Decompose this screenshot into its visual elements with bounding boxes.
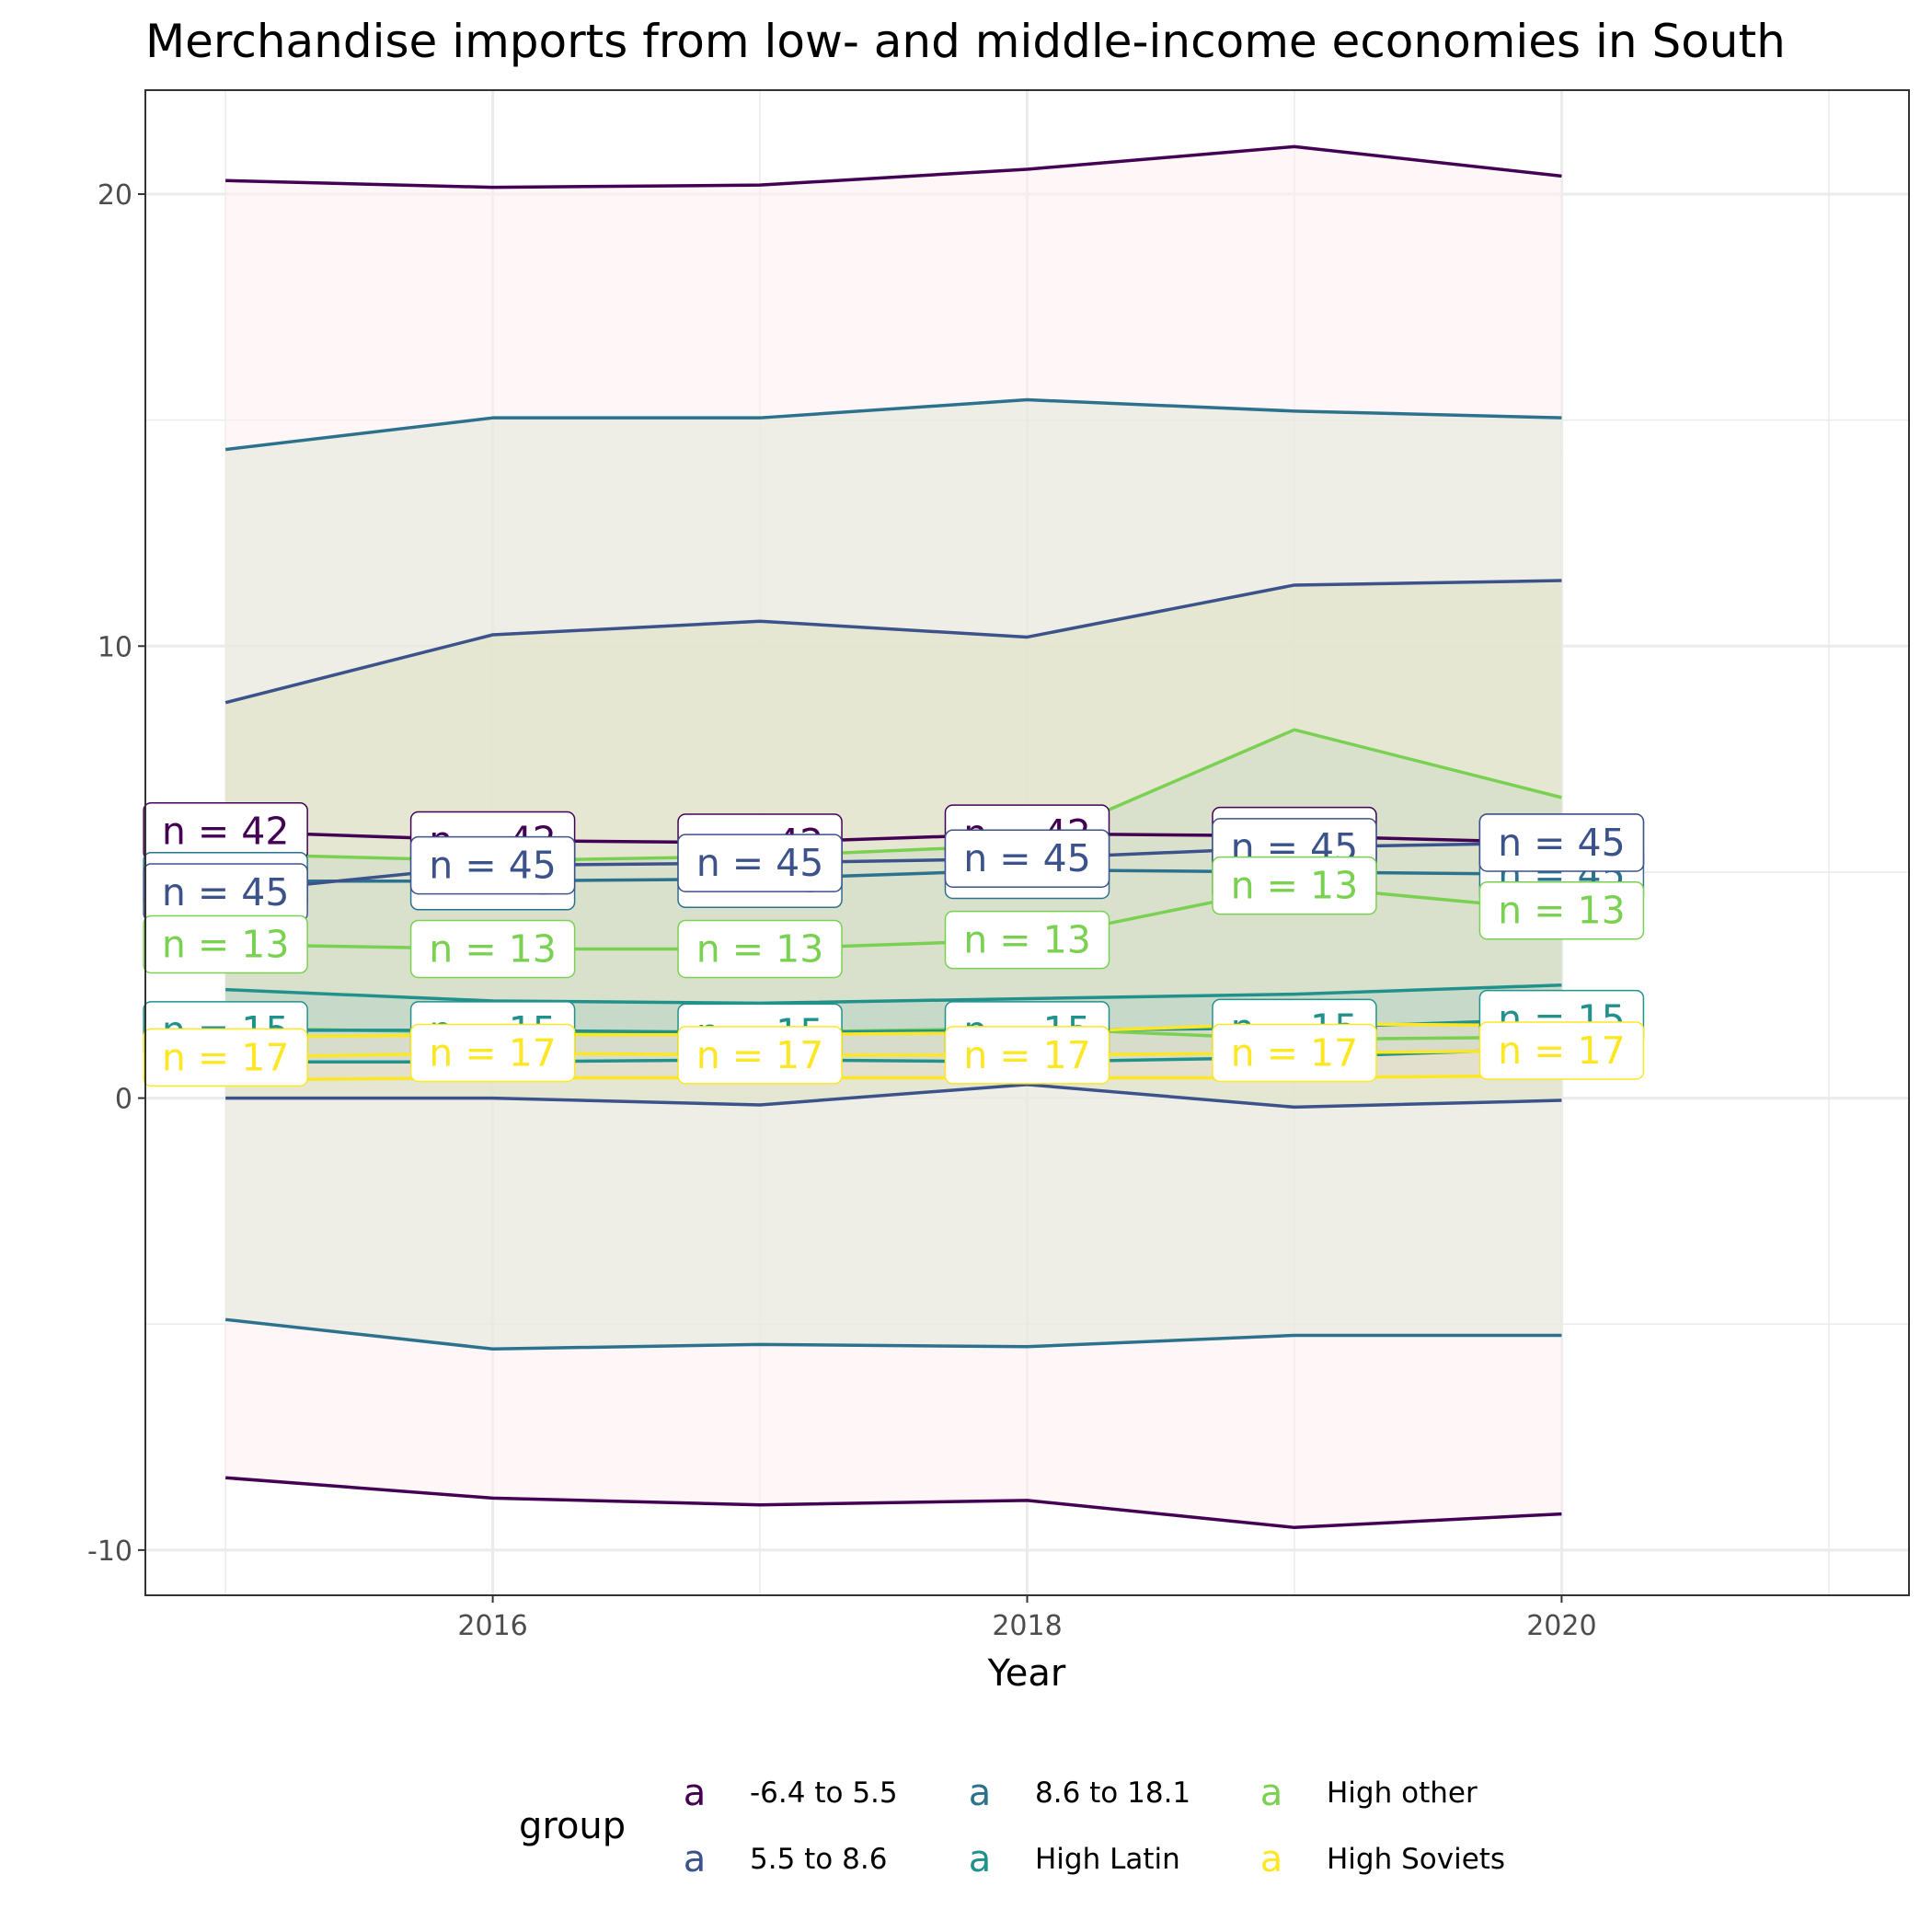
- n-label-text: n = 13: [696, 926, 824, 971]
- n-label-text: n = 13: [1498, 889, 1626, 933]
- line-lower-0: [225, 1476, 1562, 1530]
- legend: group a -6.4 to 5.5 a 5.5 to 8.6 a 8.6 to 18.…: [519, 1772, 1505, 1880]
- n-label-5-1: n = 17: [409, 1023, 576, 1083]
- n-label-box: [944, 829, 1110, 888]
- line-upper-2: [224, 397, 1562, 452]
- n-label-5-4: n = 17: [1212, 1023, 1377, 1083]
- n-label-text: n = 13: [429, 926, 557, 971]
- n-label-1-0: n = 45: [143, 863, 308, 922]
- n-label-0-0: n = 42: [143, 801, 308, 861]
- line-lower-2: [224, 1317, 1562, 1351]
- n-label-1-3: n = 45: [944, 829, 1110, 888]
- n-label-5-2: n = 17: [677, 1026, 843, 1085]
- n-label-5-5: n = 17: [1478, 1021, 1645, 1080]
- n-label-text: n = 45: [162, 870, 290, 914]
- n-label-text: n = 42: [162, 810, 290, 854]
- n-label-text: n = 13: [1231, 864, 1359, 908]
- n-label-box: [677, 1026, 843, 1085]
- y-tick-label: 0: [115, 1084, 132, 1116]
- n-label-4-4: n = 13: [1212, 856, 1377, 915]
- legend-item: a High Latin: [969, 1838, 1180, 1880]
- n-label-box: [1212, 1023, 1377, 1083]
- x-axis-title: Year: [987, 1652, 1066, 1695]
- n-label-text: n = 17: [696, 1033, 824, 1077]
- n-label-text: n = 17: [162, 1035, 290, 1079]
- x-tick-label: 2018: [992, 1610, 1062, 1642]
- n-label-box: [1478, 880, 1645, 940]
- legend-key: a: [969, 1838, 992, 1880]
- legend-item: a -6.4 to 5.5: [684, 1772, 898, 1814]
- legend-key: a: [684, 1772, 707, 1814]
- n-label-text: n = 13: [162, 923, 290, 967]
- n-label-4-5: n = 13: [1478, 880, 1645, 940]
- legend-item: a High Soviets: [1260, 1838, 1505, 1880]
- n-label-1-5: n = 45: [1478, 813, 1645, 872]
- legend-item: a 8.6 to 18.1: [969, 1772, 1190, 1814]
- n-label-box: [409, 919, 576, 979]
- line-upper-0: [225, 144, 1562, 190]
- n-label-text: n = 17: [1231, 1030, 1359, 1075]
- n-label-box: [409, 835, 576, 895]
- legend-label: -6.4 to 5.5: [750, 1777, 898, 1810]
- n-label-text: n = 45: [696, 841, 824, 885]
- legend-label: 8.6 to 18.1: [1035, 1777, 1190, 1810]
- legend-key: a: [969, 1772, 992, 1814]
- n-label-box: [143, 914, 308, 974]
- y-tick-label: -10: [87, 1535, 132, 1568]
- n-label-text: n = 17: [429, 1030, 557, 1075]
- legend-key: a: [1260, 1772, 1283, 1814]
- n-label-4-1: n = 13: [409, 919, 576, 979]
- legend-item: a 5.5 to 8.6: [684, 1838, 888, 1880]
- line-upper-3: [225, 983, 1562, 1006]
- legend-label: High Latin: [1035, 1843, 1180, 1876]
- chart-title: Merchandise imports from low- and middle…: [145, 15, 1786, 68]
- n-label-text: n = 13: [963, 918, 1091, 962]
- n-label-text: n = 45: [429, 844, 557, 888]
- line-upper-1: [224, 579, 1562, 705]
- n-label-box: [1212, 856, 1377, 915]
- legend-key: a: [684, 1838, 707, 1880]
- legend-label: High Soviets: [1327, 1843, 1505, 1876]
- n-label-text: n = 45: [1498, 821, 1626, 865]
- n-label-5-3: n = 17: [944, 1026, 1110, 1085]
- axes: -10 0 10 20 2016 2018 2020: [87, 179, 1597, 1642]
- legend-label: 5.5 to 8.6: [750, 1843, 887, 1876]
- n-label-1-1: n = 45: [409, 835, 576, 895]
- n-label-box: [944, 910, 1110, 970]
- n-label-box: [1478, 1021, 1645, 1080]
- n-label-box: [143, 1028, 308, 1087]
- n-label-text: n = 17: [1498, 1029, 1626, 1073]
- n-label-box: [677, 919, 843, 979]
- n-label-1-2: n = 45: [677, 834, 843, 892]
- x-tick-label: 2016: [457, 1610, 527, 1642]
- y-tick-label: 10: [98, 631, 132, 663]
- n-label-text: n = 17: [963, 1033, 1091, 1077]
- n-label-4-3: n = 13: [944, 910, 1110, 970]
- x-tick-label: 2020: [1526, 1610, 1596, 1642]
- n-label-5-0: n = 17: [143, 1028, 308, 1087]
- legend-key: a: [1260, 1838, 1283, 1880]
- n-label-4-2: n = 13: [677, 919, 843, 979]
- n-label-text: n = 45: [963, 836, 1091, 880]
- n-label-4-0: n = 13: [143, 914, 308, 974]
- y-tick-label: 20: [98, 179, 132, 212]
- n-label-box: [1478, 813, 1645, 872]
- n-labels: n = 42n = 42n = 42n = 42n = 42n = 42n = …: [143, 801, 1645, 1087]
- n-label-box: [409, 1023, 576, 1083]
- line-lower-1: [225, 1083, 1562, 1110]
- legend-title: group: [519, 1805, 626, 1847]
- legend-label: High other: [1327, 1777, 1478, 1810]
- n-label-box: [944, 1026, 1110, 1085]
- n-label-box: [677, 834, 843, 892]
- legend-item: a High other: [1260, 1772, 1478, 1814]
